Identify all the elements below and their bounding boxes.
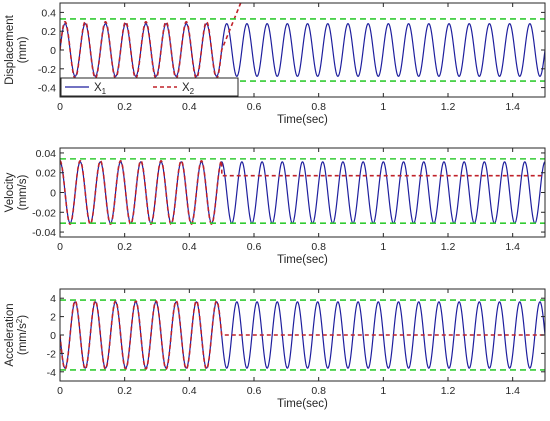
x-axis-label: Time(sec) xyxy=(277,254,328,266)
x-axis-label: Time(sec) xyxy=(277,398,328,410)
x-tick-label: 0.6 xyxy=(247,241,262,253)
y-axis-unit-label: (mm/s) xyxy=(17,174,29,210)
x-axis-label: Time(sec) xyxy=(277,114,328,126)
x-tick-label: 0.6 xyxy=(247,385,262,397)
x-tick-label: 1.2 xyxy=(441,241,456,253)
y-tick-label: -4 xyxy=(47,367,56,379)
y-axis-unit-label: (mm) xyxy=(17,36,29,63)
y-axis-label: Acceleration xyxy=(4,303,16,366)
x-tick-label: 0 xyxy=(57,385,63,397)
plot-area xyxy=(60,148,545,237)
legend: X1 X2 xyxy=(60,77,239,97)
y-tick-label: 0.04 xyxy=(36,148,57,160)
legend-label-x1: X1 xyxy=(94,82,107,96)
x-tick-label: 1 xyxy=(380,101,386,113)
x-tick-label: 1.4 xyxy=(505,101,520,113)
y-tick-label: 4 xyxy=(50,293,56,305)
y-tick-label: -0.02 xyxy=(32,207,56,219)
subplot-3: 0 0.2 0.4 0.6 0.8 1 1.2 1.4 -4 -2 0 2 4 Time(sec) Acce… xyxy=(4,288,546,410)
y-axis-label: Displacement xyxy=(4,14,16,84)
y-tick-label: -0.4 xyxy=(38,83,56,95)
x-tick-label: 0.6 xyxy=(247,101,262,113)
y-tick-label: 0 xyxy=(50,45,56,57)
x-tick-label: 1 xyxy=(380,241,386,253)
x-tick-label: 0.8 xyxy=(311,385,326,397)
x-tick-label: 0.2 xyxy=(117,101,132,113)
y-tick-label: 0 xyxy=(50,330,56,342)
x-tick-label: 1.2 xyxy=(441,385,456,397)
y-tick-label: -0.04 xyxy=(32,227,56,239)
subplot-1: 0 0.2 0.4 0.6 0.8 1 1.2 1.4 -0.4 -0.2 0 0.2 0.4 Time(… xyxy=(4,2,546,126)
y-tick-label: 0.4 xyxy=(41,7,56,19)
legend-label-x2: X2 xyxy=(182,82,195,96)
x-tick-label: 0.4 xyxy=(182,385,197,397)
x-tick-label: 1.4 xyxy=(505,385,520,397)
x-tick-label: 0.4 xyxy=(182,241,197,253)
x-tick-label: 0.8 xyxy=(311,241,326,253)
y-tick-label: -2 xyxy=(47,348,56,360)
x-tick-label: 1.4 xyxy=(505,241,520,253)
series-line-x2 xyxy=(60,3,242,80)
y-axis-unit-label: (mm/s2) xyxy=(15,315,29,355)
x-tick-label: 0 xyxy=(57,241,63,253)
x-tick-label: 0 xyxy=(57,101,63,113)
series-line-x2 xyxy=(60,300,545,370)
y-tick-label: 0.02 xyxy=(36,168,57,180)
y-tick-label: 2 xyxy=(50,312,56,324)
y-axis-label: Velocity xyxy=(4,172,16,212)
series-line-x2 xyxy=(60,159,545,225)
subplot-2: 0 0.2 0.4 0.6 0.8 1 1.2 1.4 -0.04 -0.02 0 0.02 0.04 T… xyxy=(4,147,546,266)
y-tick-label: -0.2 xyxy=(38,64,56,76)
x-tick-label: 0.2 xyxy=(117,241,132,253)
x-tick-label: 1.2 xyxy=(441,101,456,113)
x-tick-label: 0.4 xyxy=(182,101,197,113)
x-tick-label: 0.8 xyxy=(311,101,326,113)
y-tick-label: 0.2 xyxy=(41,26,56,38)
x-tick-label: 0.2 xyxy=(117,385,132,397)
x-tick-label: 1 xyxy=(380,385,386,397)
y-tick-label: 0 xyxy=(50,188,56,200)
